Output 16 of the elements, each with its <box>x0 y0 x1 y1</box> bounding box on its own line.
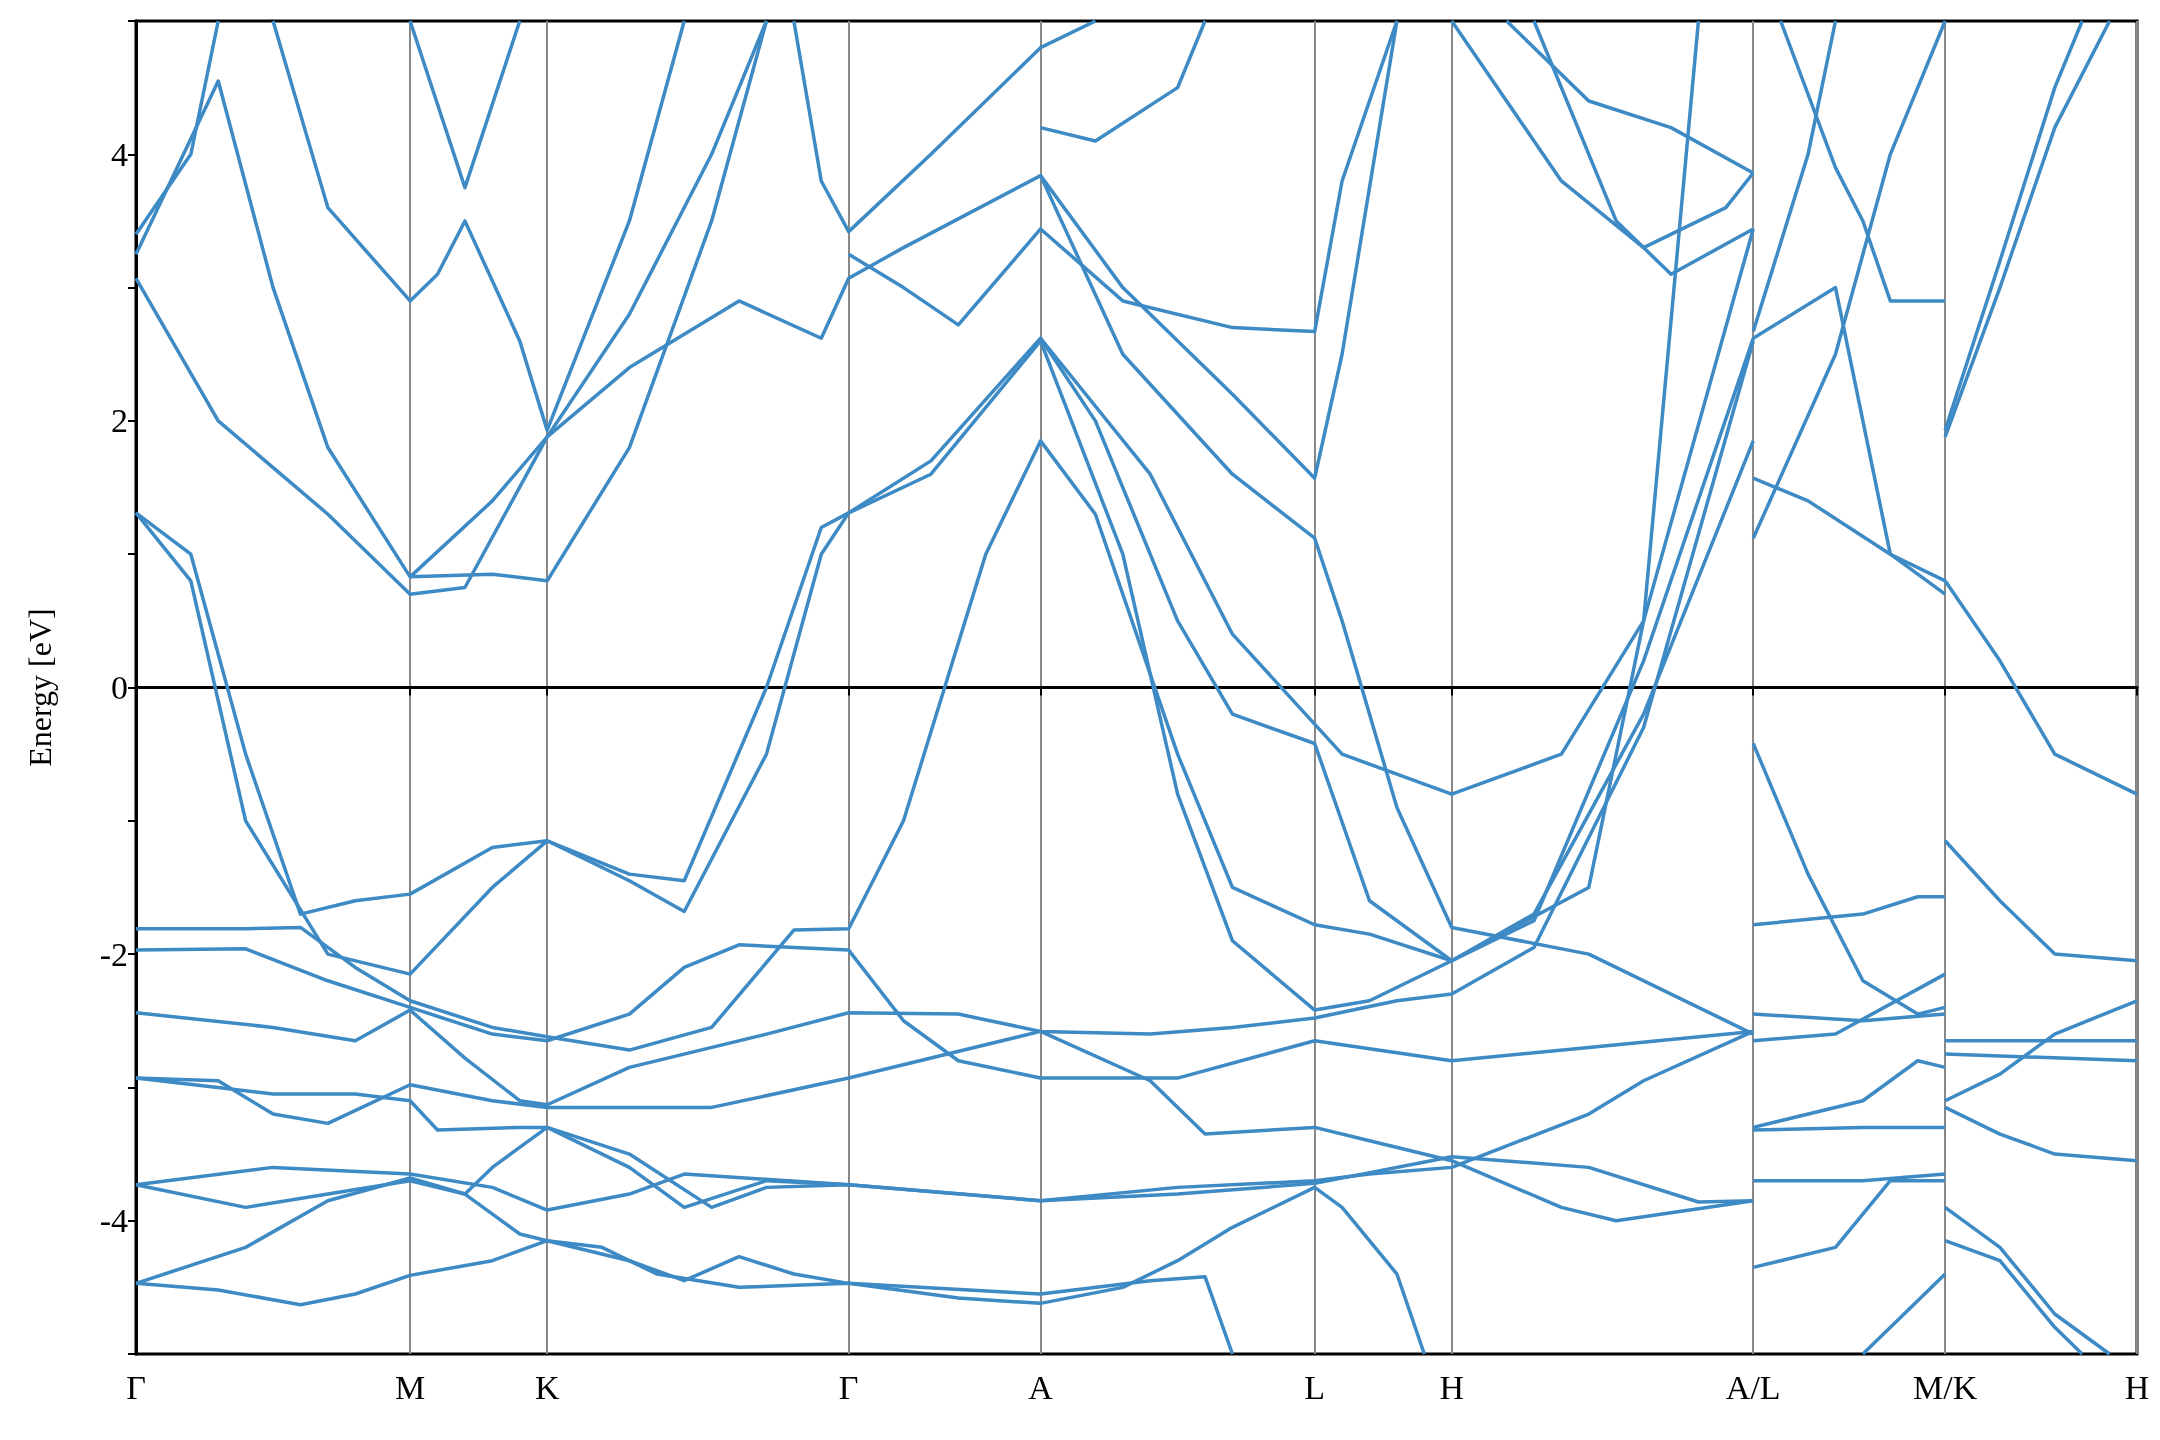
x-tick-label: Γ <box>838 1368 859 1406</box>
x-tick-label: A <box>1028 1368 1054 1406</box>
y-tick-label: 0 <box>111 669 128 706</box>
x-tick-label: A/L <box>1725 1368 1781 1406</box>
x-tick-label: M/K <box>1913 1368 1978 1406</box>
y-tick-label: 2 <box>111 402 128 440</box>
x-tick-label: H <box>2124 1368 2150 1406</box>
x-tick-label: M <box>394 1368 426 1406</box>
y-axis-title: Energy [eV] <box>22 608 58 767</box>
y-tick-label: -4 <box>99 1202 128 1240</box>
x-tick-label: L <box>1304 1368 1326 1406</box>
x-tick-label: Γ <box>126 1368 146 1406</box>
x-tick-label: K <box>534 1368 560 1406</box>
x-tick-label: H <box>1439 1368 1465 1406</box>
y-tick-label: -2 <box>99 935 128 973</box>
y-tick-label: 4 <box>111 135 128 173</box>
